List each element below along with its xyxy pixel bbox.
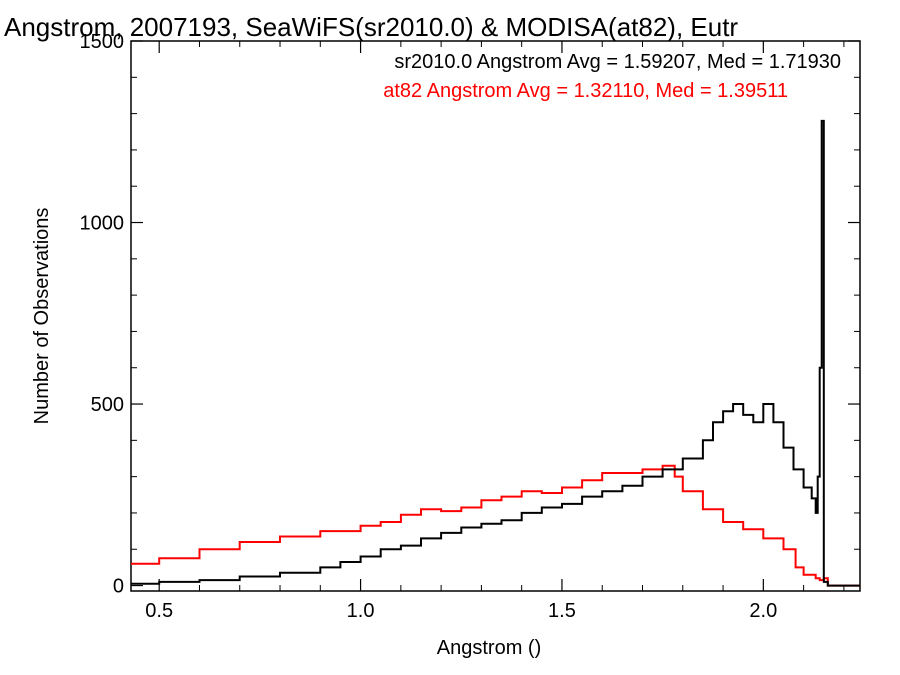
plot-area [130, 40, 861, 592]
x-tick-label: 0.5 [145, 600, 173, 622]
x-axis-ticks: 0.5 1.0 1.5 2.0 [145, 41, 845, 622]
annotation-sr2010: sr2010.0 Angstrom Avg = 1.59207, Med = 1… [394, 51, 841, 73]
plot-frame [130, 40, 861, 592]
series-at82-line [131, 464, 860, 587]
y-tick-label: 1500 [80, 31, 125, 53]
x-tick-label: 1.0 [347, 600, 375, 622]
series-group [131, 119, 860, 587]
x-tick-label: 1.5 [548, 600, 576, 622]
chart-title: Angstrom, 2007193, SeaWiFS(sr2010.0) & M… [4, 12, 738, 42]
x-axis-label: Angstrom () [437, 637, 541, 659]
y-axis-label: Number of Observations [31, 208, 53, 425]
y-tick-label: 500 [91, 394, 124, 416]
x-tick-label: 2.0 [749, 600, 777, 622]
annotation-at82: at82 Angstrom Avg = 1.32110, Med = 1.395… [383, 80, 788, 102]
y-tick-label: 0 [113, 576, 124, 598]
series-sr2010-line [131, 119, 860, 587]
y-axis-ticks: 0 500 1000 1500 [80, 31, 860, 598]
y-tick-label: 1000 [80, 213, 125, 235]
